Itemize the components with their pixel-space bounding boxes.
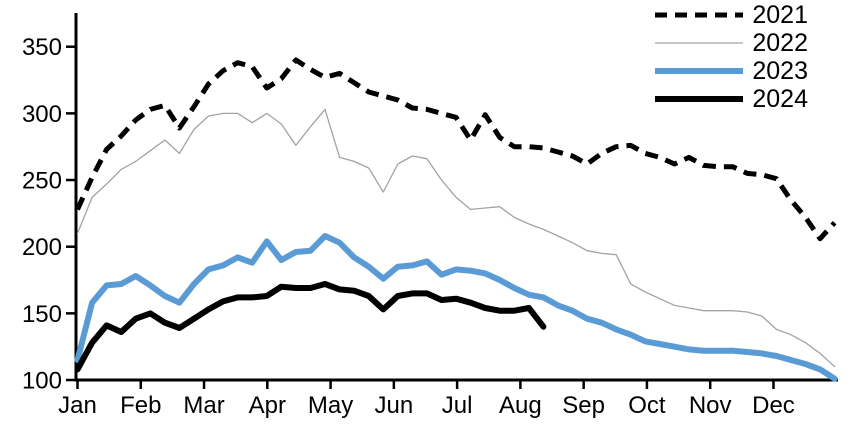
legend-item-2024: 2024: [653, 85, 808, 113]
legend-item-2022: 2022: [653, 29, 808, 57]
x-tick-label-Mar: Mar: [183, 392, 224, 419]
legend-swatch-2024: [655, 96, 744, 102]
x-tick-label-Dec: Dec: [752, 392, 795, 419]
y-tick-label-350: 350: [22, 34, 62, 61]
x-tick-label-Sep: Sep: [562, 392, 605, 419]
series-line-2021: [75, 57, 837, 242]
y-tick-label-300: 300: [22, 101, 62, 128]
legend-item-2021: 2021: [653, 1, 808, 29]
legend-label-2022: 2022: [752, 28, 808, 57]
x-tick-label-Oct: Oct: [628, 392, 666, 419]
series-line-2023: [74, 233, 838, 382]
y-tick-label-200: 200: [22, 234, 62, 261]
x-tick-label-Jan: Jan: [58, 392, 97, 419]
legend-swatch-2022: [655, 42, 744, 44]
x-tick-label-Jul: Jul: [442, 392, 473, 419]
legend-swatch-2023: [655, 68, 744, 74]
chart-legend: 2021 2022 2023 2024: [653, 1, 808, 113]
y-tick-label-250: 250: [22, 168, 62, 195]
legend-label-2021: 2021: [752, 0, 808, 29]
y-tick-label-150: 150: [22, 301, 62, 328]
series-line-2022: [76, 108, 836, 368]
x-tick-label-Feb: Feb: [120, 392, 161, 419]
x-tick-label-Aug: Aug: [499, 392, 542, 419]
x-tick-label-Jun: Jun: [374, 392, 413, 419]
x-tick-label-Apr: Apr: [249, 392, 286, 419]
y-tick-label-100: 100: [22, 368, 62, 395]
x-tick-label-Nov: Nov: [689, 392, 732, 419]
x-tick-label-May: May: [308, 392, 353, 419]
legend-swatch-2021: [655, 12, 744, 18]
legend-label-2023: 2023: [752, 56, 808, 85]
series-line-2024: [74, 281, 547, 373]
legend-item-2023: 2023: [653, 57, 808, 85]
legend-label-2024: 2024: [752, 84, 808, 113]
